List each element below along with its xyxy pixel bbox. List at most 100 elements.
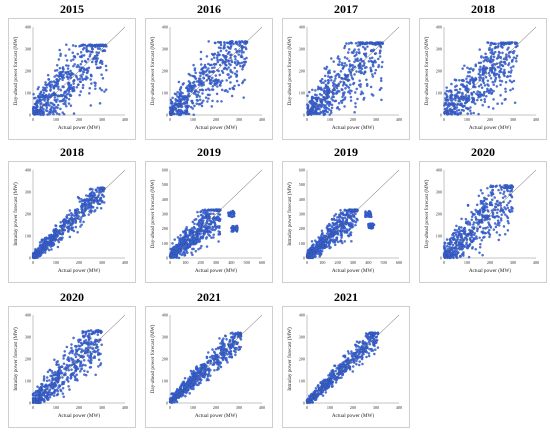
scatter-point — [443, 244, 446, 247]
scatter-point — [70, 223, 73, 227]
y-tick-label: 300 — [162, 47, 168, 52]
scatter-point — [185, 86, 189, 90]
scatter-point — [345, 78, 348, 81]
x-tick-label: 400 — [122, 117, 128, 122]
scatter-point — [199, 246, 202, 250]
scatter-point — [38, 400, 42, 403]
scatter-point — [216, 60, 220, 64]
scatter-point — [64, 372, 67, 375]
scatter-point — [218, 83, 222, 87]
y-tick-label: 0 — [166, 113, 168, 118]
scatter-point — [36, 385, 39, 388]
scatter-point — [86, 57, 90, 61]
scatter-point — [178, 240, 181, 244]
y-tick-label: 600 — [299, 168, 305, 173]
scatter-point — [478, 48, 481, 51]
scatter-point — [449, 241, 452, 245]
scatter-point — [354, 223, 357, 227]
scatter-point — [372, 42, 376, 45]
y-tick-label: 400 — [436, 25, 442, 30]
scatter-point — [365, 82, 369, 86]
scatter-point — [73, 376, 77, 379]
scatter-point — [444, 246, 447, 250]
scatter-point — [75, 368, 78, 371]
scatter-point — [34, 96, 37, 100]
scatter-point — [357, 83, 361, 87]
scatter-point — [328, 227, 332, 231]
chart-panel: 2020 0 100 200 300 400 0 100 200 300 400 Actual pow… — [8, 290, 136, 428]
scatter-point — [53, 98, 56, 102]
scatter-point — [197, 91, 200, 94]
scatter-point — [348, 227, 352, 231]
scatter-point — [46, 95, 50, 98]
scatter-point — [465, 237, 468, 241]
scatter-point — [91, 58, 95, 61]
scatter-point — [209, 78, 213, 82]
scatter-point — [218, 80, 222, 83]
scatter-point — [463, 229, 467, 232]
scatter-point — [378, 88, 382, 92]
scatter-point — [233, 228, 236, 232]
scatter-point — [55, 388, 59, 391]
scatter-point — [195, 236, 199, 240]
scatter-point — [308, 250, 312, 254]
scatter-point — [450, 82, 453, 86]
scatter-point — [335, 236, 338, 240]
scatter-point — [362, 45, 365, 49]
scatter-point — [74, 225, 78, 229]
scatter-point — [213, 66, 216, 69]
scatter-point — [187, 72, 191, 76]
x-tick-label: 300 — [99, 117, 105, 122]
scatter-point — [186, 251, 189, 255]
scatter-point — [480, 218, 484, 221]
scatter-point — [34, 390, 38, 393]
chart-panel: 2016 0 100 200 300 400 0 100 200 300 400 Actual pow… — [145, 2, 273, 140]
scatter-point — [214, 78, 218, 81]
scatter-point — [357, 48, 360, 51]
scatter-point — [334, 213, 338, 216]
scatter-point — [55, 384, 58, 387]
scatter-point — [347, 90, 350, 94]
scatter-point — [456, 231, 460, 234]
scatter-point — [231, 40, 234, 43]
scatter-point — [187, 104, 190, 108]
scatter-point — [209, 212, 213, 215]
scatter-point — [77, 339, 80, 342]
scatter-point — [61, 98, 65, 102]
y-axis-label: Day-ahead power forecast (MW) — [12, 36, 19, 105]
scatter-point — [358, 79, 361, 82]
scatter-point — [506, 216, 510, 220]
x-tick-label: 400 — [122, 405, 128, 410]
scatter-point — [47, 78, 50, 81]
scatter-point — [379, 86, 383, 90]
scatter-point — [53, 75, 56, 78]
scatter-point — [335, 106, 339, 110]
scatter-point — [465, 243, 468, 246]
scatter-point — [508, 55, 512, 59]
scatter-point — [64, 71, 67, 74]
scatter-point — [188, 85, 192, 88]
scatter-point — [507, 221, 510, 225]
scatter-point — [228, 87, 232, 91]
scatter-point — [53, 81, 56, 84]
scatter-point — [65, 216, 69, 220]
scatter-point — [170, 101, 174, 104]
scatter-point — [320, 77, 324, 81]
scatter-point — [95, 196, 98, 199]
scatter-point — [360, 71, 364, 74]
scatter-point — [506, 75, 509, 79]
scatter-point — [226, 52, 230, 56]
scatter-point — [338, 108, 341, 111]
scatter-point — [89, 205, 93, 208]
scatter-point — [479, 219, 482, 222]
scatter-point — [449, 102, 453, 105]
scatter-point — [44, 103, 47, 107]
scatter-point — [59, 389, 63, 393]
scatter-point — [202, 76, 205, 80]
scatter-point — [194, 233, 198, 237]
scatter-point — [36, 254, 39, 258]
scatter-point — [488, 48, 492, 52]
scatter-point — [468, 80, 472, 83]
scatter-point — [455, 84, 458, 88]
scatter-point — [77, 196, 81, 200]
